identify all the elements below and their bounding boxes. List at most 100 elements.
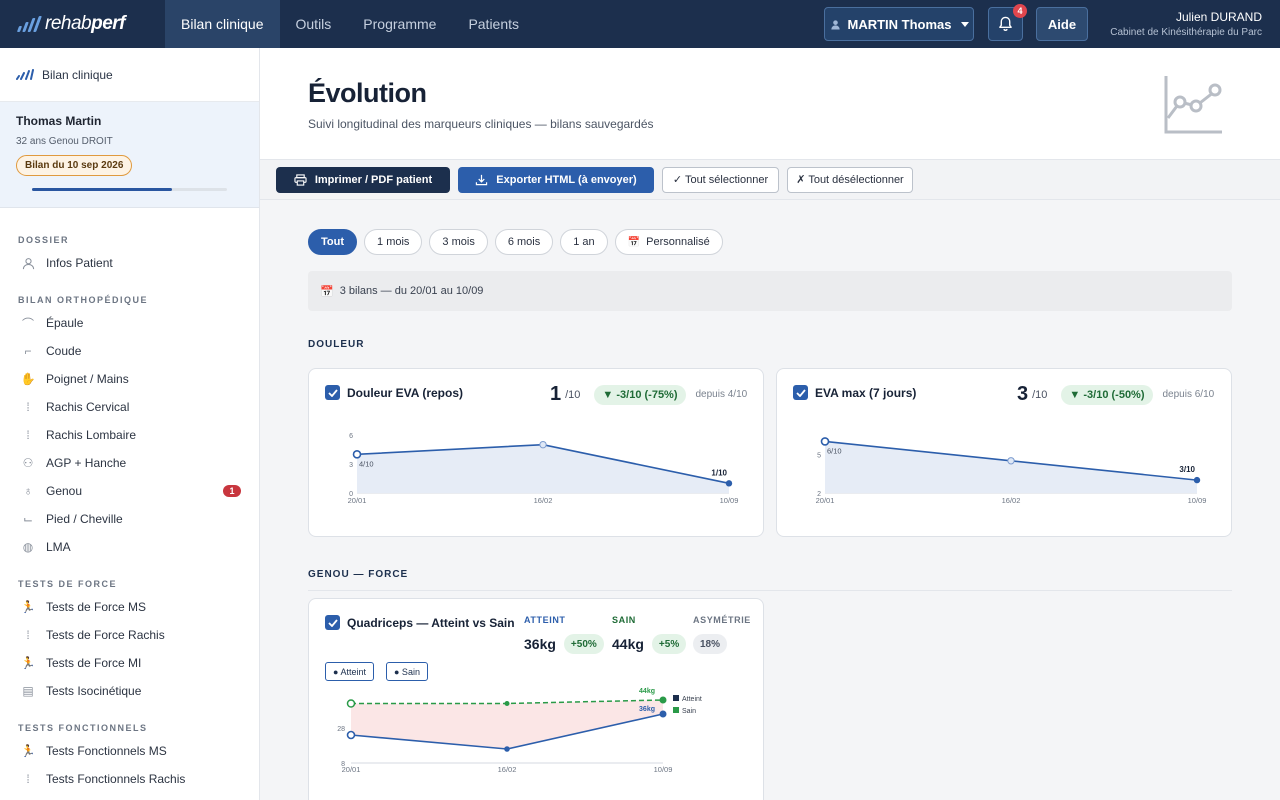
y-tick-label: 8 <box>341 761 345 768</box>
y-tick-label: 6 <box>349 433 353 440</box>
logo-bars-icon <box>16 69 34 80</box>
sidebar-item-label: Tests Fonctionnels Rachis <box>46 772 186 786</box>
value-unit: /10 <box>1032 388 1048 401</box>
data-point <box>352 450 362 459</box>
data-point <box>1193 476 1201 484</box>
checkbox-checked-icon[interactable] <box>325 385 340 400</box>
sidebar-item-rachis-cervical[interactable]: ⁞ Rachis Cervical <box>0 393 259 421</box>
sidebar-item-hanche[interactable]: ⚇ AGP + Hanche <box>0 449 259 477</box>
filter-personnalise-label: Personnalisé <box>646 236 710 248</box>
main-content: Évolution Suivi longitudinal des marqueu… <box>260 48 1280 800</box>
data-point <box>539 440 547 449</box>
logo-wordmark: rehabperf <box>45 13 126 34</box>
notifications-button[interactable]: 4 <box>988 4 1027 41</box>
help-button[interactable]: Aide <box>1036 7 1088 41</box>
export-html-label: Exporter HTML (à envoyer) <box>496 173 637 186</box>
kpi-label: SAIN <box>612 615 636 625</box>
app-logo[interactable]: rehabperf <box>0 0 165 48</box>
sidebar-header-label: Bilan clinique <box>42 67 113 82</box>
card-header[interactable]: Douleur EVA (repos) <box>325 385 463 400</box>
patient-name: Thomas Martin <box>16 114 102 128</box>
card-value-group: 1 /10 ▼ -3/10 (-75%) depuis 4/10 <box>550 383 747 406</box>
user-name: Julien DURAND <box>1175 10 1262 24</box>
legend-toggle-atteint[interactable]: ● Atteint <box>325 662 374 681</box>
calendar-icon: 📅 <box>627 236 641 248</box>
since-text: depuis 4/10 <box>695 389 748 400</box>
patient-selector[interactable]: MARTIN Thomas <box>824 7 974 41</box>
filter-1-mois[interactable]: 1 mois <box>364 229 423 255</box>
data-label: 6/10 <box>827 446 842 455</box>
print-pdf-button[interactable]: Imprimer / PDF patient <box>276 166 450 193</box>
card-eva-max: EVA max (7 jours) 3 /10 ▼ -3/10 (-50%) d… <box>776 368 1232 537</box>
sidebar-item-poignet[interactable]: ✋ Poignet / Mains <box>0 365 259 393</box>
athlete-icon: 🏃 <box>20 744 36 758</box>
filter-6-mois[interactable]: 6 mois <box>494 229 554 255</box>
hip-icon: ⚇ <box>22 456 34 470</box>
sidebar-item-force-ms[interactable]: 🏃 Tests de Force MS <box>0 593 259 621</box>
bilan-date-badge[interactable]: Bilan du 10 sep 2026 <box>16 155 133 176</box>
area-fill <box>825 441 1197 493</box>
sidebar-item-label: Pied / Cheville <box>46 512 123 526</box>
since-text: depuis 6/10 <box>1162 389 1215 400</box>
checkbox-checked-icon[interactable] <box>325 615 340 630</box>
logo-bars-icon <box>16 16 42 32</box>
legend-label-atteint: Atteint <box>682 696 702 703</box>
sidebar-item-fonctionnels-rachis[interactable]: ⁞ Tests Fonctionnels Rachis <box>0 765 259 793</box>
y-tick-label: 28 <box>337 726 345 733</box>
filter-tout[interactable]: Tout <box>308 229 358 255</box>
sidebar-item-epaule[interactable]: ⌒ Épaule <box>0 309 259 337</box>
printer-icon <box>294 173 307 186</box>
x-tick-label: 16/02 <box>534 496 553 505</box>
sidebar-item-lma[interactable]: ◍ LMA <box>0 533 259 561</box>
bell-icon <box>999 16 1012 31</box>
x-tick-label: 20/01 <box>348 496 367 505</box>
filter-1-an[interactable]: 1 an <box>560 229 608 255</box>
section-dossier: DOSSIER <box>18 235 70 245</box>
data-point-atteint <box>346 730 356 740</box>
x-tick-label: 16/02 <box>1002 496 1021 505</box>
data-point-sain <box>504 701 510 706</box>
sidebar-item-rachis-lombaire[interactable]: ⁞ Rachis Lombaire <box>0 421 259 449</box>
x-tick-label: 10/09 <box>1188 496 1207 505</box>
asymmetry-area <box>351 700 663 749</box>
athlete-icon: 🏃 <box>20 656 36 670</box>
card-header[interactable]: Quadriceps — Atteint vs Sain <box>325 615 515 630</box>
sidebar-item-label: Tests de Force Rachis <box>46 628 165 642</box>
sidebar-item-fonctionnels-ms[interactable]: 🏃 Tests Fonctionnels MS <box>0 737 259 765</box>
filter-personnalise[interactable]: 📅 Personnalisé <box>614 229 723 255</box>
print-pdf-label: Imprimer / PDF patient <box>314 173 433 186</box>
date-range-summary: 📅 3 bilans — du 20/01 au 10/09 <box>308 271 1232 311</box>
legend-toggle-sain[interactable]: ● Sain <box>386 662 428 681</box>
select-all-button[interactable]: ✓ Tout sélectionner <box>662 166 779 193</box>
bilan-progress-bar <box>32 188 227 191</box>
kpi-value: 44kg <box>612 636 644 652</box>
x-tick-label: 10/09 <box>654 765 673 774</box>
sidebar-item-coude[interactable]: ⌐ Coude <box>0 337 259 365</box>
tab-bilan-clinique[interactable]: Bilan clinique <box>165 0 280 48</box>
sidebar-item-force-rachis[interactable]: ⁞ Tests de Force Rachis <box>0 621 259 649</box>
sidebar-item-isocinetique[interactable]: ▤ Tests Isocinétique <box>0 677 259 705</box>
section-tests-de-force: TESTS DE FORCE <box>18 579 118 589</box>
card-header[interactable]: EVA max (7 jours) <box>793 385 916 400</box>
sidebar-item-label: Tests Fonctionnels MS <box>46 744 167 758</box>
tab-patients[interactable]: Patients <box>468 16 520 32</box>
x-tick-label: 10/09 <box>720 496 739 505</box>
sidebar-item-force-mi[interactable]: 🏃 Tests de Force MI <box>0 649 259 677</box>
tab-outils[interactable]: Outils <box>295 16 332 32</box>
checkbox-checked-icon[interactable] <box>793 385 808 400</box>
kpi-value: 18% <box>693 634 728 654</box>
patient-card: Thomas Martin 32 ans Genou DROIT Bilan d… <box>0 102 259 208</box>
sidebar-item-label: Rachis Cervical <box>46 400 130 414</box>
user-info[interactable]: Julien DURAND Cabinet de Kinésithérapie … <box>1110 10 1262 38</box>
sidebar-item-infos-patient[interactable]: Infos Patient <box>0 249 259 277</box>
data-point-atteint <box>504 746 510 752</box>
kpi-delta: +5% <box>651 634 687 654</box>
legend-swatch-sain <box>673 707 679 713</box>
export-html-button[interactable]: Exporter HTML (à envoyer) <box>458 166 654 193</box>
filter-3-mois[interactable]: 3 mois <box>429 229 488 255</box>
tab-programme[interactable]: Programme <box>363 16 437 32</box>
sidebar-item-genou[interactable]: ♁ Genou 1 <box>0 477 259 505</box>
user-icon <box>830 19 840 30</box>
sidebar-item-pied[interactable]: ⌙ Pied / Cheville <box>0 505 259 533</box>
deselect-all-button[interactable]: ✗ Tout désélectionner <box>787 166 913 193</box>
